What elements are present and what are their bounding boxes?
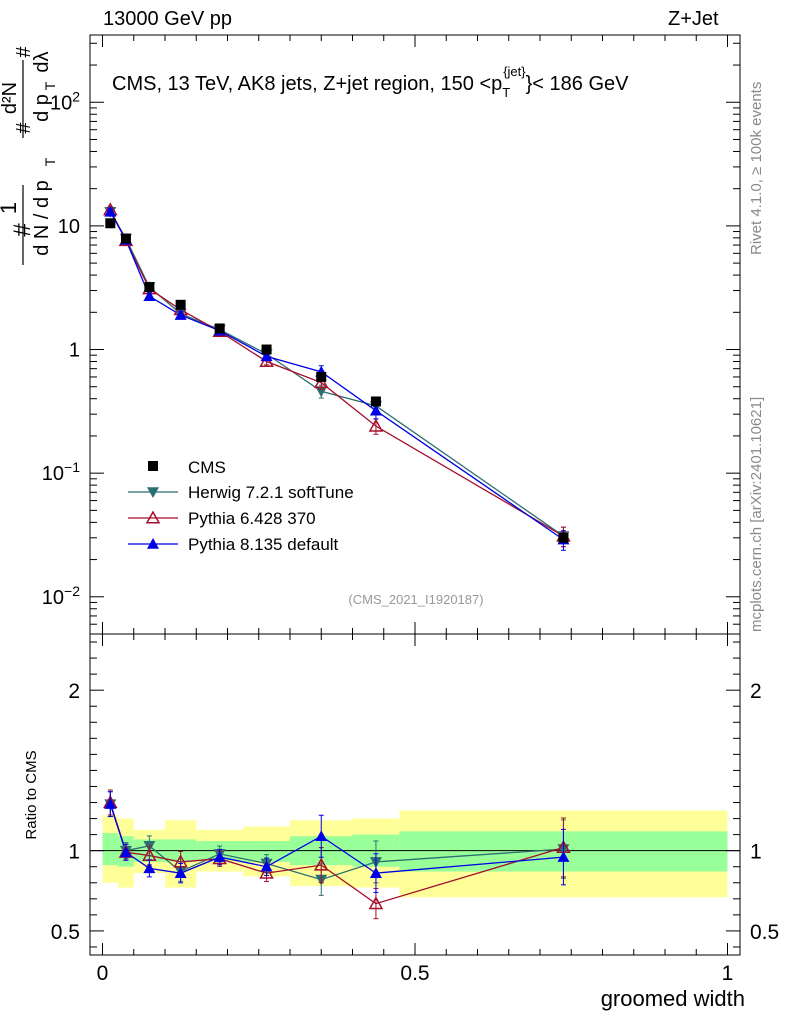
chart-title: CMS, 13 TeV, AK8 jets, Z+jet region, 150… bbox=[112, 64, 629, 100]
ratio-point-pythia-6-428-370 bbox=[259, 865, 274, 879]
ratio-point-pythia-6-428-370 bbox=[313, 857, 329, 871]
legend: CMS Herwig 7.2.1 softTune Pythia 6.428 370… bbox=[128, 458, 354, 554]
series-point-pythia-8-135-default bbox=[174, 309, 187, 320]
ylabel-hash-mid: # bbox=[13, 122, 35, 134]
axis-labels: CMS, 13 TeV, AK8 jets, Z+jet region, 150… bbox=[0, 46, 745, 1011]
series-markers bbox=[103, 202, 571, 920]
ratio-band-inner bbox=[243, 841, 290, 862]
ratio-point-pythia-8-135-default bbox=[143, 862, 156, 874]
data-point-cms bbox=[261, 344, 272, 355]
ratio-bands bbox=[90, 810, 740, 898]
ratio-point-pythia-8-135-default bbox=[104, 798, 117, 809]
ylabel-prefix: 1 bbox=[0, 202, 21, 214]
ratio-point-pythia-6-428-370 bbox=[368, 896, 384, 910]
ratio-point-pythia-8-135-default bbox=[557, 851, 570, 862]
ratio-tick-label-right: 2 bbox=[750, 680, 762, 703]
series-point-pythia-8-135-default bbox=[143, 290, 156, 301]
ylabel-prefix-den-sub: T bbox=[42, 157, 58, 166]
x-tick-label: 0 bbox=[97, 962, 109, 985]
header-left-label: 13000 GeV pp bbox=[103, 8, 232, 30]
ratio-band-inner bbox=[102, 833, 119, 866]
ratio-point-pythia-8-135-default bbox=[260, 860, 273, 872]
legend-label-cms: CMS bbox=[188, 458, 226, 477]
series-point-pythia-8-135-default bbox=[369, 404, 382, 416]
y-tick-label: 102 bbox=[50, 88, 80, 114]
series-point-pythia-6-428-370 bbox=[313, 375, 329, 389]
series-point-pythia-6-428-370 bbox=[368, 418, 384, 432]
x-tick-label: 1 bbox=[722, 962, 734, 985]
ratio-tick-label-right: 1 bbox=[750, 841, 762, 864]
ratio-y-axis-title: Ratio to CMS bbox=[23, 750, 40, 839]
ylabel-hash-right: # bbox=[13, 46, 35, 58]
legend-label-pythia-8-135-default: Pythia 8.135 default bbox=[188, 535, 339, 554]
data-point-cms bbox=[120, 233, 131, 244]
x-tick-label: 0.5 bbox=[400, 962, 429, 985]
axis-ticks: 0 0.5 1 10−2 10−1 1 10 102 0.5 0.5 1 1 2 2 bbox=[42, 35, 779, 985]
ratio-point-pythia-8-135-default bbox=[369, 867, 382, 878]
analysis-label: (CMS_2021_I1920187) bbox=[348, 592, 483, 607]
ratio-tick-label: 1 bbox=[68, 841, 80, 864]
ylabel-num: d²N bbox=[0, 82, 21, 114]
legend-label-pythia-6-428-370: Pythia 6.428 370 bbox=[188, 509, 316, 528]
x-axis-title: groomed width bbox=[601, 986, 745, 1011]
data-point-cms bbox=[214, 323, 225, 334]
ylabel-den-sub: T bbox=[42, 81, 58, 90]
ratio-point-pythia-8-135-default bbox=[174, 867, 187, 878]
series-point-herwig-7-2-1-softtune bbox=[315, 386, 328, 398]
ratio-tick-label: 2 bbox=[68, 680, 80, 703]
ratio-frame bbox=[89, 633, 741, 956]
ratio-point-pythia-8-135-default bbox=[119, 846, 132, 858]
data-point-cms bbox=[105, 218, 116, 229]
ylabel-tail: dλ bbox=[31, 51, 53, 72]
ratio-tick-label: 0.5 bbox=[51, 921, 80, 944]
y-tick-label: 10−2 bbox=[42, 583, 80, 609]
y-tick-label: 10−1 bbox=[42, 459, 80, 485]
data-point-cms bbox=[370, 396, 381, 407]
legend-marker-cms bbox=[148, 461, 158, 471]
data-point-cms bbox=[144, 282, 155, 293]
header-right-label: Z+Jet bbox=[668, 8, 719, 30]
legend-label-herwig-7-2-1-softtune: Herwig 7.2.1 softTune bbox=[188, 483, 354, 502]
data-point-cms bbox=[558, 532, 569, 543]
y-tick-label: 10 bbox=[58, 216, 80, 238]
ratio-point-pythia-8-135-default bbox=[315, 830, 328, 842]
data-point-cms bbox=[175, 299, 186, 310]
ylabel-den: d p bbox=[31, 94, 53, 122]
y-tick-label: 1 bbox=[69, 340, 80, 362]
ratio-tick-label-right: 0.5 bbox=[750, 921, 779, 944]
ratio-point-pythia-8-135-default bbox=[213, 851, 226, 862]
series-point-pythia-8-135-default bbox=[104, 205, 117, 217]
data-point-cms bbox=[316, 371, 327, 382]
ylabel-prefix-den: d N / d p bbox=[31, 180, 53, 256]
series-point-pythia-8-135-default bbox=[260, 350, 273, 362]
